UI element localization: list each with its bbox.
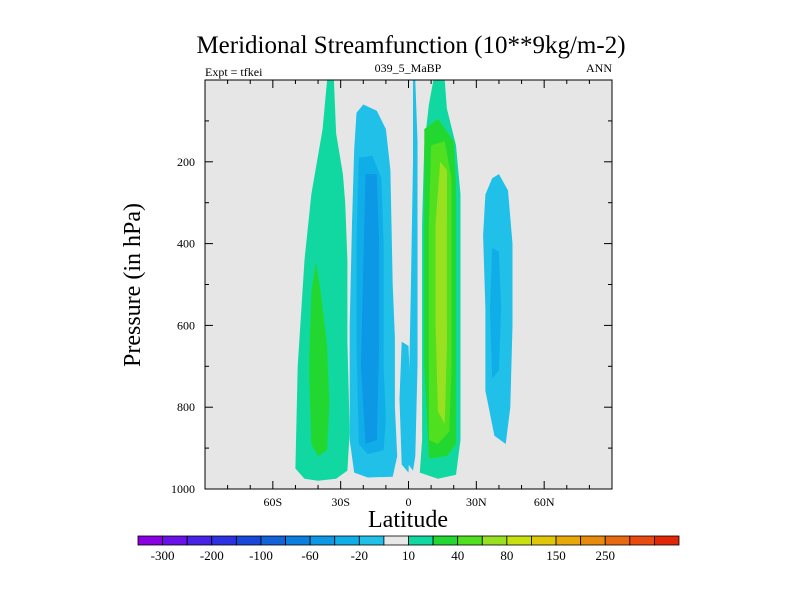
colorbar-label: 10 — [402, 548, 415, 563]
colorbar-box — [432, 535, 459, 546]
plot-area: 60S 30S 0 30N 60N 200 400 600 800 1000 — [171, 79, 613, 509]
contour-sh-subtropical-cell — [295, 80, 350, 481]
x-tick-label: 60S — [263, 495, 282, 509]
colorbar-label: 80 — [500, 548, 513, 563]
colorbar-box — [604, 535, 631, 546]
experiment-label: Expt = tfkei — [205, 65, 263, 79]
colorbar-label: -300 — [151, 548, 175, 563]
colorbar-box — [506, 535, 532, 546]
colorbar-box — [137, 535, 163, 546]
x-tick-label: 60N — [534, 495, 555, 509]
colorbar-box — [186, 535, 213, 546]
colorbar-box — [654, 535, 680, 546]
contour-sh-hadley-core — [361, 174, 380, 444]
colorbar-label: 250 — [595, 548, 615, 563]
y-tick-label: 200 — [177, 155, 195, 169]
x-tick-label: 30N — [466, 495, 487, 509]
contour-nh-ferrel-core — [489, 247, 502, 379]
colorbar-box — [408, 535, 434, 546]
contour-sh-subtropical-core — [309, 262, 330, 457]
run-label: 039_5_MaBP — [375, 61, 442, 75]
colorbar-box — [481, 535, 508, 546]
contour-nh-hadley-core — [435, 161, 447, 424]
x-tick-label: 30S — [331, 495, 350, 509]
axis-ticks: 60S 30S 0 30N 60N 200 400 600 800 1000 — [171, 79, 613, 509]
colorbar-label: -100 — [249, 548, 273, 563]
season-label: ANN — [586, 61, 612, 75]
y-axis-label: Pressure (in hPa) — [120, 203, 146, 367]
colorbar-box — [260, 535, 286, 546]
colorbar-box — [162, 535, 188, 546]
colorbar-box — [555, 535, 582, 546]
colorbar-box — [580, 535, 606, 546]
y-tick-label: 400 — [177, 237, 195, 251]
y-tick-label: 800 — [177, 400, 195, 414]
colorbar-box — [285, 535, 311, 546]
colorbar-box — [309, 535, 336, 546]
colorbar-box — [358, 535, 385, 546]
contour-eq-lower-branch — [399, 341, 411, 473]
colorbar-box — [457, 535, 483, 546]
colorbar-label: 40 — [451, 548, 464, 563]
x-axis-label: Latitude — [368, 507, 448, 533]
colorbar-box — [531, 535, 557, 546]
x-tick-label: 0 — [406, 495, 412, 509]
contour-regions — [295, 80, 513, 481]
colorbar-label: -200 — [200, 548, 224, 563]
contour-eq-thin-branch — [408, 80, 418, 471]
colorbar-box — [334, 535, 360, 546]
colorbar-box — [211, 535, 237, 546]
colorbar-label: -60 — [301, 548, 318, 563]
colorbar-label: 150 — [546, 548, 566, 563]
colorbar-box — [629, 535, 655, 546]
colorbar-box — [235, 535, 262, 546]
colorbar-box — [383, 535, 409, 546]
y-tick-label: 1000 — [171, 482, 195, 496]
colorbar: -300 -200 -100 -60 -20 10 40 80 150 250 — [137, 535, 680, 563]
y-tick-label: 600 — [177, 318, 195, 332]
chart-title: Meridional Streamfunction (10**9kg/m-2) — [196, 32, 625, 59]
colorbar-label: -20 — [351, 548, 368, 563]
